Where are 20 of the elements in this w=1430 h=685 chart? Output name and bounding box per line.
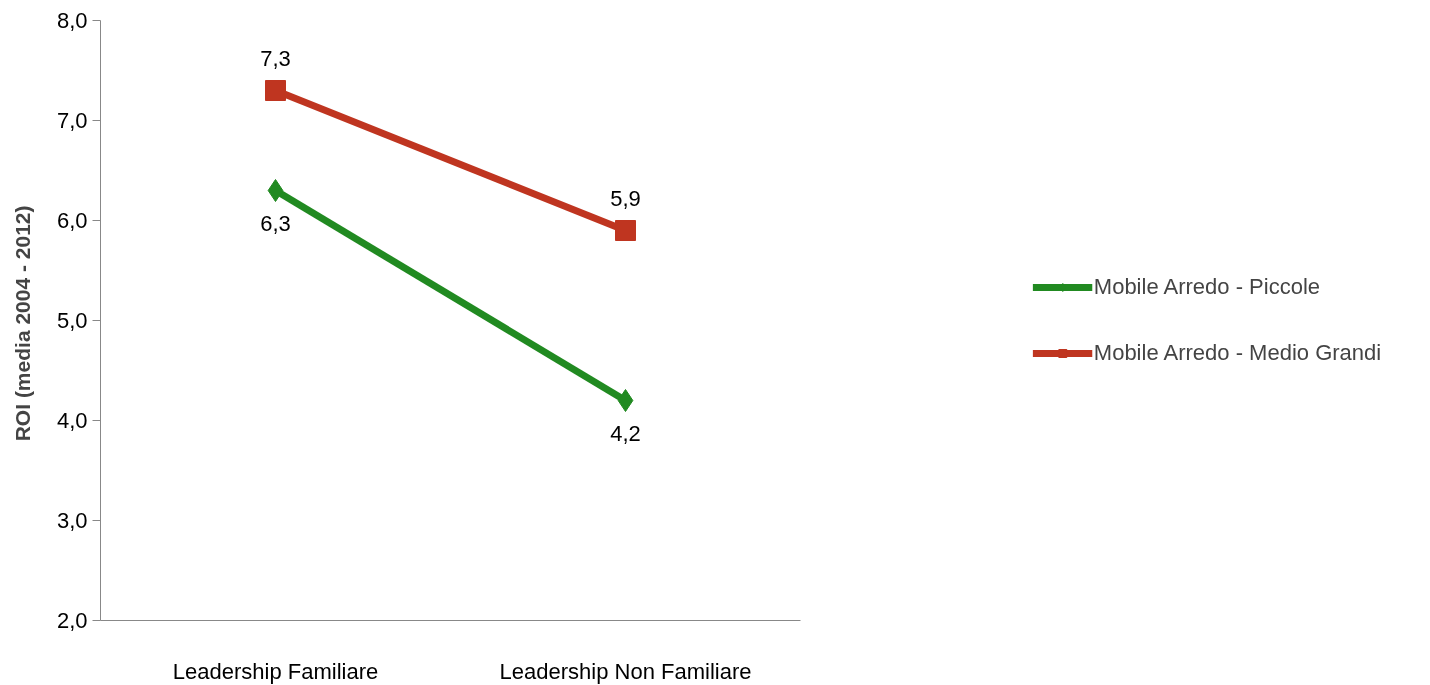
y-tick-label: 8,0 bbox=[56, 8, 88, 33]
point bbox=[617, 389, 634, 412]
data-label: 6,3 bbox=[260, 210, 291, 236]
y-tick-label: 2,0 bbox=[56, 608, 88, 633]
legend-label: Mobile Arredo - Piccole bbox=[1093, 274, 1321, 300]
point bbox=[265, 80, 286, 101]
y-tick-label: 7,0 bbox=[56, 108, 88, 133]
y-axis-title: ROI (media 2004 - 2012) bbox=[10, 205, 34, 442]
x-tick-label: Leadership Familiare bbox=[172, 658, 379, 684]
y-tick-label: 6,0 bbox=[56, 208, 88, 233]
data-label: 5,9 bbox=[610, 185, 641, 211]
y-tick-label: 5,0 bbox=[56, 308, 88, 333]
legend-label: Mobile Arredo - Medio Grandi bbox=[1093, 340, 1382, 366]
y-tick-label: 3,0 bbox=[56, 508, 88, 533]
data-label: 7,3 bbox=[260, 45, 291, 71]
x-tick-label: Leadership Non Familiare bbox=[499, 658, 752, 684]
point bbox=[267, 179, 284, 202]
y-tick-label: 4,0 bbox=[56, 408, 88, 433]
data-label: 4,2 bbox=[610, 420, 641, 446]
point bbox=[615, 220, 636, 241]
